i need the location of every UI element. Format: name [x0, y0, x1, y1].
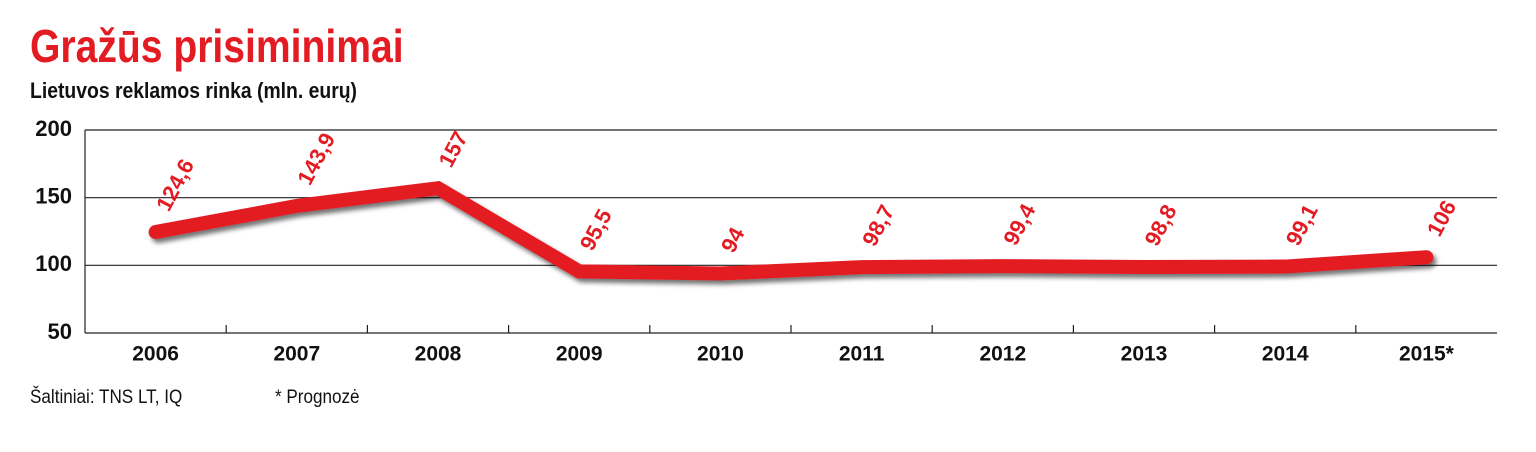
x-tick-label: 2013 [1121, 343, 1168, 366]
x-tick-label: 2010 [697, 343, 744, 366]
x-tick-label: 2012 [979, 343, 1026, 366]
value-label: 99,1 [1281, 200, 1323, 250]
value-label: 157 [433, 127, 472, 171]
x-tick-label: 2008 [415, 343, 462, 366]
y-tick-label: 100 [35, 251, 72, 276]
value-label: 95,5 [575, 205, 617, 255]
value-label: 143,9 [292, 129, 340, 189]
value-label: 106 [1422, 196, 1461, 240]
chart-subtitle: Lietuvos reklamos rinka (mln. eurų) [30, 79, 357, 103]
y-tick-label: 150 [35, 183, 72, 208]
x-tick-label: 2007 [273, 343, 320, 366]
sources: Šaltiniai: TNS LT, IQ [30, 385, 182, 407]
note: * Prognozė [275, 386, 360, 407]
x-tick-label: 2006 [132, 343, 179, 366]
x-tick-label: 2014 [1262, 343, 1309, 366]
x-tick-label: 2015* [1399, 343, 1455, 366]
value-label: 124,6 [151, 155, 199, 215]
value-label: 94 [716, 223, 750, 257]
value-label: 98,8 [1139, 200, 1181, 250]
value-label: 98,7 [857, 201, 899, 251]
data-line [148, 180, 1434, 281]
y-tick-label: 200 [35, 116, 72, 141]
y-tick-label: 50 [48, 319, 72, 344]
chart-title: Gražūs prisiminimai [30, 21, 404, 73]
x-tick-label: 2011 [839, 343, 885, 366]
value-label: 99,4 [998, 199, 1041, 249]
x-tick-label: 2009 [556, 343, 603, 366]
